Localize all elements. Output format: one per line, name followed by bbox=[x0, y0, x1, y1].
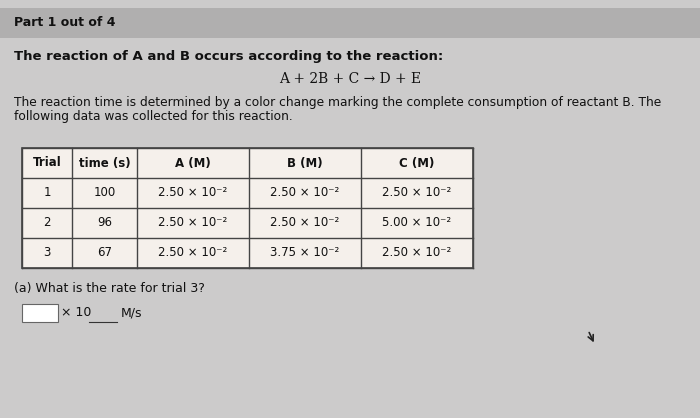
Text: following data was collected for this reaction.: following data was collected for this re… bbox=[14, 110, 293, 123]
Text: Part 1 out of 4: Part 1 out of 4 bbox=[14, 16, 116, 30]
Text: The reaction time is determined by a color change marking the complete consumpti: The reaction time is determined by a col… bbox=[14, 96, 662, 109]
Text: B (M): B (M) bbox=[287, 156, 323, 170]
Text: 2: 2 bbox=[43, 217, 50, 229]
Text: time (s): time (s) bbox=[78, 156, 130, 170]
Text: 3.75 × 10⁻²: 3.75 × 10⁻² bbox=[270, 247, 340, 260]
Text: 5.00 × 10⁻²: 5.00 × 10⁻² bbox=[382, 217, 452, 229]
Text: 67: 67 bbox=[97, 247, 112, 260]
Text: × 10: × 10 bbox=[61, 306, 92, 319]
Text: 100: 100 bbox=[93, 186, 116, 199]
Text: 2.50 × 10⁻²: 2.50 × 10⁻² bbox=[382, 247, 452, 260]
Text: 2.50 × 10⁻²: 2.50 × 10⁻² bbox=[270, 217, 340, 229]
Text: 96: 96 bbox=[97, 217, 112, 229]
Text: C (M): C (M) bbox=[399, 156, 435, 170]
Text: 2.50 × 10⁻²: 2.50 × 10⁻² bbox=[158, 247, 228, 260]
Text: 1: 1 bbox=[43, 186, 50, 199]
Text: Trial: Trial bbox=[33, 156, 62, 170]
Text: 2.50 × 10⁻²: 2.50 × 10⁻² bbox=[158, 186, 228, 199]
Text: 2.50 × 10⁻²: 2.50 × 10⁻² bbox=[382, 186, 452, 199]
Text: 2.50 × 10⁻²: 2.50 × 10⁻² bbox=[270, 186, 340, 199]
Bar bbox=[0, 8, 700, 38]
Text: (a) What is the rate for trial 3?: (a) What is the rate for trial 3? bbox=[14, 282, 205, 295]
Bar bbox=[22, 304, 58, 322]
Text: A + 2B + C → D + E: A + 2B + C → D + E bbox=[279, 72, 421, 86]
Text: The reaction of A and B occurs according to the reaction:: The reaction of A and B occurs according… bbox=[14, 50, 443, 63]
Text: 2.50 × 10⁻²: 2.50 × 10⁻² bbox=[158, 217, 228, 229]
Text: 3: 3 bbox=[43, 247, 50, 260]
Bar bbox=[22, 148, 473, 268]
Text: A (M): A (M) bbox=[175, 156, 211, 170]
Text: M/s: M/s bbox=[121, 306, 143, 319]
